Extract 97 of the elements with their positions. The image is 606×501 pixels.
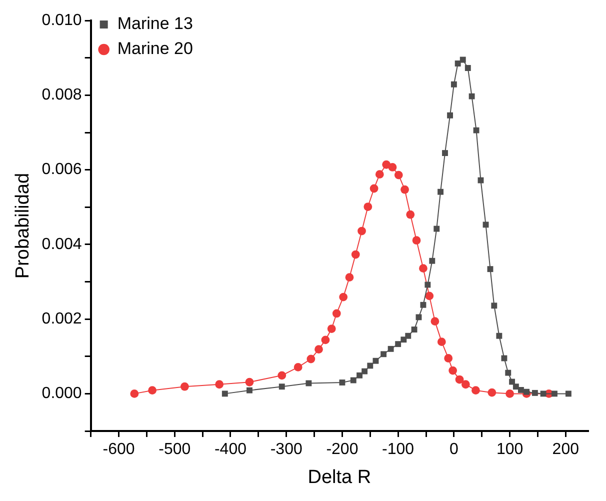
point	[420, 302, 426, 308]
point	[437, 338, 446, 346]
point	[429, 258, 436, 264]
y-tick-label: 0.004	[42, 236, 82, 253]
point	[424, 282, 431, 288]
point	[461, 380, 470, 389]
point	[540, 390, 546, 397]
point	[321, 336, 330, 344]
point	[394, 170, 403, 180]
legend-label: Marine 13	[117, 14, 193, 34]
point	[425, 292, 434, 300]
point	[482, 222, 489, 228]
point	[455, 375, 464, 384]
point	[412, 236, 421, 245]
point	[454, 60, 461, 66]
x-tick-label: 200	[552, 441, 580, 458]
x-axis-title: Delta R	[308, 466, 372, 488]
point	[358, 226, 366, 236]
y-tick-label: 0.008	[42, 86, 82, 104]
point	[496, 332, 502, 339]
point	[314, 345, 323, 354]
point	[375, 170, 384, 179]
point	[478, 177, 484, 184]
point	[356, 372, 362, 378]
point	[245, 378, 254, 386]
point	[362, 368, 368, 374]
point	[565, 390, 572, 397]
x-tick-label: 0	[449, 441, 458, 458]
y-tick-label: 0.010	[42, 12, 82, 30]
point	[327, 324, 336, 333]
point	[444, 354, 453, 362]
point	[306, 354, 316, 364]
point	[464, 65, 471, 71]
point	[488, 388, 496, 397]
x-tick-label: -400	[214, 441, 247, 458]
x-tick-label: -100	[382, 441, 414, 458]
point	[487, 266, 494, 272]
point	[372, 358, 379, 364]
point	[438, 188, 444, 195]
x-tick-label: -300	[270, 441, 302, 458]
point	[411, 326, 418, 332]
point	[512, 384, 519, 390]
point	[442, 150, 448, 156]
x-tick-label: -200	[326, 441, 358, 458]
x-tick-label: 100	[496, 441, 524, 458]
point	[491, 302, 498, 309]
y-tick-label: 0.006	[42, 161, 82, 178]
point	[524, 388, 530, 395]
point	[506, 389, 514, 398]
point	[339, 380, 346, 386]
point	[130, 389, 139, 398]
point	[367, 362, 374, 369]
point	[306, 380, 312, 386]
point	[278, 371, 286, 380]
point	[518, 386, 524, 393]
y-tick-label: 0.002	[42, 310, 82, 328]
point	[400, 185, 409, 194]
point	[351, 250, 360, 259]
point	[473, 127, 480, 134]
point	[532, 390, 538, 396]
point	[215, 380, 224, 389]
point	[294, 363, 302, 372]
point	[552, 390, 558, 397]
point	[419, 264, 428, 273]
point	[148, 386, 156, 395]
point	[380, 351, 387, 358]
point	[388, 346, 394, 352]
point	[345, 273, 354, 282]
point	[505, 370, 512, 376]
point	[472, 386, 480, 395]
point	[450, 81, 457, 88]
point	[405, 332, 412, 339]
point	[350, 377, 356, 384]
point	[468, 93, 475, 100]
x-tick-label: -500	[158, 441, 191, 458]
x-tick-label: -600	[102, 441, 135, 458]
point	[416, 314, 422, 320]
point	[434, 226, 440, 232]
point	[246, 387, 252, 394]
y-axis-title: Probabilidad	[12, 172, 34, 279]
point	[278, 384, 285, 390]
point	[406, 210, 415, 219]
point	[388, 163, 397, 172]
legend-label: Marine 20	[117, 39, 193, 58]
point	[370, 184, 378, 193]
point	[222, 390, 228, 397]
point	[447, 112, 453, 118]
point	[332, 309, 341, 318]
point	[180, 382, 189, 391]
point	[364, 202, 372, 211]
point	[448, 366, 458, 375]
point	[395, 341, 402, 348]
point	[460, 56, 466, 63]
point	[501, 355, 508, 362]
point	[339, 292, 348, 302]
point	[430, 317, 440, 326]
y-tick-label: 0.000	[42, 385, 82, 402]
